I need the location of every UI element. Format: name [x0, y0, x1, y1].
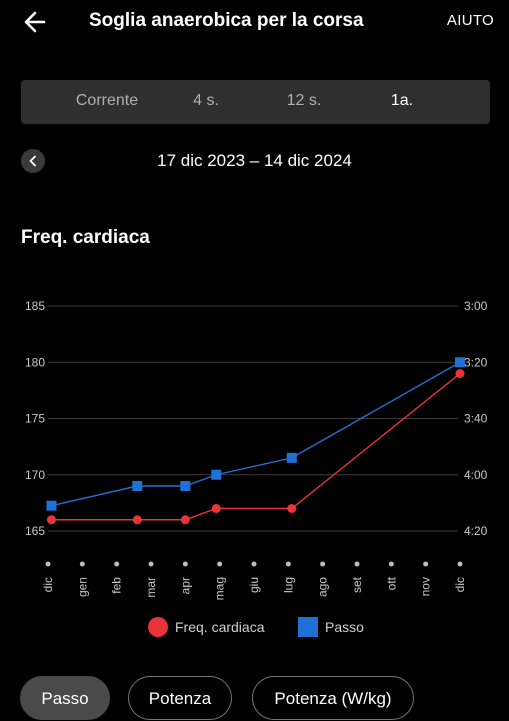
y-left-tick-label: 175 [25, 412, 45, 426]
chart-legend: Freq. cardiaca Passo [0, 614, 509, 640]
data-point-pace [132, 481, 143, 491]
x-tick-label: set [350, 576, 364, 593]
page-title: Soglia anaerobica per la corsa [89, 10, 364, 31]
x-tick-label: gen [75, 577, 89, 597]
legend-marker-pace [298, 617, 318, 637]
y-left-tick-label: 170 [25, 468, 45, 482]
x-tick-label: mag [213, 577, 227, 600]
x-tick-label: dic [453, 577, 467, 592]
legend-marker-heart-rate [148, 617, 168, 637]
data-point-pace [46, 500, 57, 511]
data-point-heart-rate [287, 504, 297, 513]
top-app-bar: Soglia anaerobica per la corsa AIUTO [0, 0, 509, 44]
tab-1-year[interactable]: 1a. [390, 92, 414, 109]
data-point-pace [211, 469, 222, 480]
chip-power-per-kg[interactable]: Potenza (W/kg) [252, 676, 414, 720]
data-point-heart-rate [46, 515, 56, 525]
x-tick-label: ott [384, 576, 398, 590]
chart-title: Freq. cardiaca [21, 227, 150, 248]
x-tick-dot [45, 561, 51, 567]
x-tick-label: ago [316, 577, 330, 597]
back-button[interactable] [22, 8, 50, 36]
period-tabs: Corrente 4 s. 12 s. 1a. [21, 80, 490, 124]
y-right-tick-label: 4:20 [464, 524, 488, 538]
x-tick-label: giu [247, 577, 261, 593]
data-point-heart-rate [211, 504, 221, 513]
y-left-tick-label: 180 [25, 355, 45, 369]
arrow-left-icon [24, 11, 46, 33]
x-tick-dot [354, 561, 360, 567]
x-tick-dot [251, 561, 257, 567]
x-tick-label: mar [144, 577, 158, 598]
y-right-tick-label: 3:00 [464, 299, 488, 313]
series-line-pace [51, 361, 461, 507]
x-tick-dot [320, 561, 326, 567]
y-right-tick-label: 3:20 [464, 355, 488, 369]
chip-pace[interactable]: Passo [20, 676, 110, 720]
x-tick-dot [79, 561, 85, 567]
x-tick-label: apr [178, 577, 192, 594]
y-left-tick-label: 165 [25, 524, 45, 538]
data-point-heart-rate [180, 515, 190, 525]
legend-label-pace: Passo [325, 619, 364, 635]
date-range: 17 dic 2023 – 14 dic 2024 [157, 151, 352, 170]
previous-period-button[interactable] [21, 149, 45, 173]
chip-power[interactable]: Potenza [128, 676, 232, 720]
data-point-pace [455, 357, 465, 368]
threshold-chart: 185 180 175 170 165 3:00 3:20 3:40 4:00 4:20 dic ge… [25, 299, 488, 600]
x-tick-label: dic [41, 577, 55, 592]
data-point-heart-rate [455, 369, 465, 378]
y-left-tick-label: 185 [25, 299, 45, 313]
y-right-tick-label: 4:00 [464, 468, 488, 482]
x-tick-dot [182, 561, 188, 567]
legend-label-heart-rate: Freq. cardiaca [175, 619, 265, 635]
x-tick-dot [217, 561, 223, 567]
tab-corrente[interactable]: Corrente [75, 92, 139, 109]
chevron-left-icon [29, 155, 36, 167]
x-tick-label: nov [419, 577, 433, 596]
help-button[interactable]: AIUTO [446, 12, 494, 29]
x-tick-dot [114, 561, 120, 567]
x-tick-dot [285, 561, 291, 567]
y-right-tick-label: 3:40 [464, 412, 488, 426]
x-tick-dot [457, 561, 463, 567]
data-point-pace [286, 452, 297, 463]
x-tick-dot [148, 561, 154, 567]
x-tick-dot [388, 561, 394, 567]
tab-4-weeks[interactable]: 4 s. [193, 92, 219, 109]
data-point-pace [180, 481, 191, 491]
x-tick-dot [423, 561, 429, 567]
x-tick-label: feb [110, 577, 124, 594]
data-point-heart-rate [132, 515, 142, 525]
series-line-heart-rate [51, 372, 461, 521]
x-tick-label: lug [281, 577, 295, 593]
tab-12-weeks[interactable]: 12 s. [286, 92, 322, 109]
